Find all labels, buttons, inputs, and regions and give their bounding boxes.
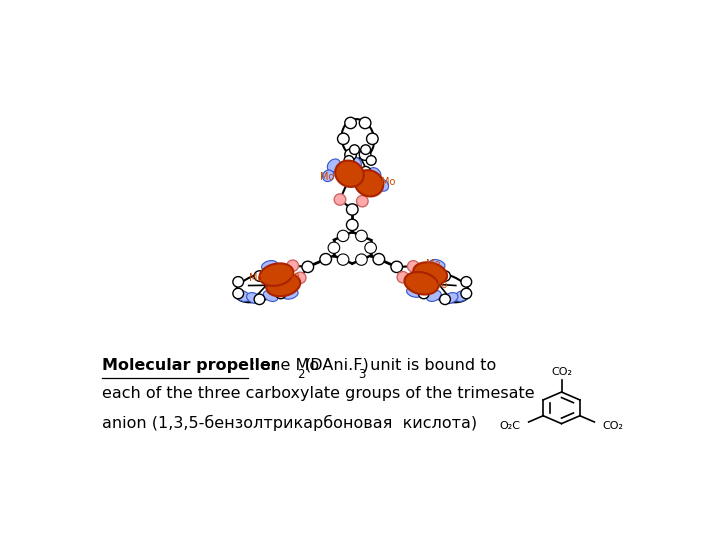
Ellipse shape	[355, 170, 383, 197]
Ellipse shape	[294, 272, 306, 284]
Ellipse shape	[454, 291, 469, 301]
Ellipse shape	[334, 194, 346, 205]
Ellipse shape	[350, 145, 359, 154]
Ellipse shape	[444, 293, 458, 303]
Ellipse shape	[275, 274, 284, 282]
Ellipse shape	[323, 170, 334, 181]
Ellipse shape	[366, 156, 376, 165]
Ellipse shape	[287, 260, 299, 272]
Ellipse shape	[259, 264, 293, 286]
Ellipse shape	[254, 294, 265, 305]
Ellipse shape	[420, 269, 436, 279]
Text: anion (1,3,5-бензолтрикарбоновая  кислота): anion (1,3,5-бензолтрикарбоновая кислота…	[102, 415, 477, 430]
Ellipse shape	[426, 291, 441, 301]
Ellipse shape	[413, 262, 447, 285]
Ellipse shape	[350, 166, 359, 176]
Ellipse shape	[264, 291, 278, 301]
Text: Mo: Mo	[248, 273, 263, 283]
Ellipse shape	[373, 253, 384, 265]
Text: unit is bound to: unit is bound to	[364, 358, 496, 373]
Ellipse shape	[336, 160, 364, 187]
Text: 3: 3	[358, 368, 365, 381]
Ellipse shape	[440, 271, 451, 281]
Ellipse shape	[361, 183, 371, 192]
Ellipse shape	[361, 166, 371, 176]
Ellipse shape	[302, 261, 314, 273]
Ellipse shape	[345, 149, 356, 160]
Ellipse shape	[261, 261, 277, 271]
Ellipse shape	[328, 242, 340, 253]
Text: Mo: Mo	[285, 271, 300, 281]
Ellipse shape	[356, 230, 367, 241]
Ellipse shape	[337, 230, 349, 241]
Ellipse shape	[359, 149, 371, 160]
Ellipse shape	[418, 288, 429, 299]
Text: 2: 2	[297, 368, 305, 381]
Ellipse shape	[266, 274, 300, 296]
Ellipse shape	[408, 261, 419, 272]
Ellipse shape	[418, 276, 429, 287]
Ellipse shape	[282, 289, 298, 299]
Text: : one Mo: : one Mo	[250, 358, 319, 373]
Ellipse shape	[254, 271, 265, 281]
Ellipse shape	[356, 195, 368, 207]
Text: (DAni.F): (DAni.F)	[305, 358, 369, 373]
Ellipse shape	[415, 278, 431, 288]
Text: Mo: Mo	[426, 259, 440, 268]
Ellipse shape	[391, 261, 402, 273]
Ellipse shape	[461, 276, 472, 287]
Ellipse shape	[346, 219, 358, 231]
Text: Mo: Mo	[382, 177, 396, 187]
Text: O₂C: O₂C	[500, 421, 521, 430]
Text: CO₂: CO₂	[551, 368, 572, 377]
Ellipse shape	[320, 253, 331, 265]
Ellipse shape	[366, 133, 378, 145]
Ellipse shape	[346, 173, 355, 181]
Text: each of the three carboxylate groups of the trimesate: each of the three carboxylate groups of …	[102, 386, 535, 401]
Ellipse shape	[346, 204, 358, 215]
Ellipse shape	[356, 254, 367, 265]
Ellipse shape	[344, 156, 354, 165]
Ellipse shape	[275, 276, 286, 287]
Ellipse shape	[429, 260, 445, 269]
Ellipse shape	[348, 157, 361, 170]
Text: Mo: Mo	[433, 280, 447, 291]
Ellipse shape	[368, 167, 381, 181]
Text: CO₂: CO₂	[603, 421, 624, 430]
Ellipse shape	[359, 117, 371, 129]
Text: Molecular propeller: Molecular propeller	[102, 358, 279, 373]
Ellipse shape	[407, 287, 423, 298]
Ellipse shape	[338, 133, 349, 145]
Ellipse shape	[421, 272, 431, 280]
Ellipse shape	[405, 272, 438, 294]
Ellipse shape	[276, 279, 292, 289]
Ellipse shape	[345, 117, 356, 129]
Ellipse shape	[440, 294, 451, 305]
Ellipse shape	[233, 288, 243, 299]
Ellipse shape	[361, 145, 371, 154]
Ellipse shape	[461, 288, 472, 299]
Ellipse shape	[377, 180, 389, 191]
Ellipse shape	[269, 271, 284, 281]
Ellipse shape	[235, 291, 250, 301]
Ellipse shape	[246, 293, 261, 303]
Ellipse shape	[346, 170, 359, 183]
Ellipse shape	[233, 276, 243, 287]
Ellipse shape	[275, 288, 286, 299]
Ellipse shape	[397, 272, 409, 283]
Ellipse shape	[328, 159, 341, 172]
Ellipse shape	[365, 242, 377, 253]
Ellipse shape	[337, 254, 349, 265]
Text: Mo: Mo	[320, 172, 335, 182]
